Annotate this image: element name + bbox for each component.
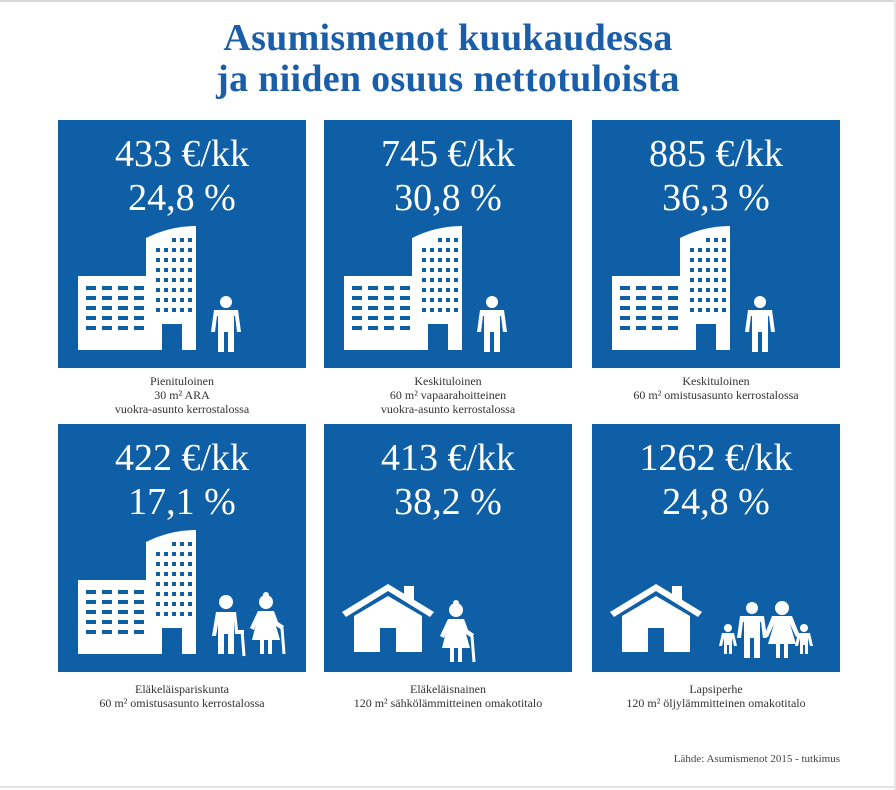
caption-middle-income-rent: Keskituloinen 60 m² vapaarahoitteinen vu… [298,374,598,416]
income-share: 24,8 % [662,481,770,523]
caption-line: vuokra-asunto kerrostalossa [114,402,250,416]
monthly-cost: 745 €/kk [380,133,516,175]
income-share: 38,2 % [394,481,502,523]
page-title: Asumismenot kuukaudessa ja niiden osuus … [0,18,896,100]
card-retired-woman: 413 €/kk 38,2 % [324,424,572,672]
caption-retired-woman: Eläkeläisnainen 120 m² sähkölämmitteinen… [298,682,598,710]
source-note: Lähde: Asumismenot 2015 - tutkimus [673,753,840,765]
apartment-building-icon [78,226,196,350]
income-share: 17,1 % [128,481,236,523]
caption-line: Lapsiperhe [689,682,743,696]
apartment-building-icon [612,226,730,350]
apartment-building-icon [78,530,196,654]
elderly-woman-icon [438,598,476,664]
caption-line: Keskituloinen [414,374,482,388]
illustration [610,584,813,658]
adult-person-icon [211,296,241,352]
caption-low-income: Pienituloinen 30 m² ARA vuokra-asunto ke… [32,374,332,416]
monthly-cost: 433 €/kk [114,133,250,175]
caption-line: 60 m² vapaarahoitteinen [389,388,507,402]
elderly-woman-icon [248,590,286,656]
income-share: 24,8 % [128,177,236,219]
caption-line: Pienituloinen [150,374,214,388]
caption-line: 60 m² omistusasunto kerrostalossa [99,696,265,710]
card-retired-couple: 422 €/kk 17,1 % [58,424,306,672]
caption-line: 120 m² öljylämmitteinen omakotitalo [626,696,806,710]
monthly-cost: 413 €/kk [380,437,516,479]
illustration [78,226,241,352]
apartment-building-icon [344,226,462,350]
monthly-cost: 422 €/kk [114,437,250,479]
title-line-1: Asumismenot kuukaudessa [223,17,673,59]
illustration [342,584,476,664]
elderly-man-icon [210,593,246,658]
income-share: 30,8 % [394,177,502,219]
illustration [78,530,286,658]
caption-line: vuokra-asunto kerrostalossa [380,402,516,416]
caption-line: Eläkeläisnainen [410,682,486,696]
monthly-cost: 885 €/kk [648,133,784,175]
family-icon [719,601,813,658]
illustration [344,226,507,352]
right-divider [894,0,896,790]
caption-line: Eläkeläispariskunta [135,682,229,696]
caption-retired-couple: Eläkeläispariskunta 60 m² omistusasunto … [32,682,332,710]
top-divider [0,0,896,2]
income-share: 36,3 % [662,177,770,219]
card-family: 1262 €/kk 24,8 % [592,424,840,672]
caption-line: 120 m² sähkölämmitteinen omakotitalo [353,696,543,710]
adult-person-icon [745,296,775,352]
caption-line: 60 m² omistusasunto kerrostalossa [633,388,799,402]
card-middle-income-rent: 745 €/kk 30,8 % [324,120,572,368]
adult-person-icon [477,296,507,352]
monthly-cost: 1262 €/kk [639,437,793,479]
title-line-2: ja niiden osuus nettotuloista [216,58,680,100]
caption-line: Keskituloinen [682,374,750,388]
caption-line: 30 m² ARA [154,388,210,402]
card-low-income: 433 €/kk 24,8 % [58,120,306,368]
caption-family: Lapsiperhe 120 m² öljylämmitteinen omako… [566,682,866,710]
illustration [612,226,775,352]
house-icon [342,584,434,652]
caption-middle-income-owner: Keskituloinen 60 m² omistusasunto kerros… [566,374,866,402]
house-icon [610,584,702,652]
card-middle-income-owner: 885 €/kk 36,3 % [592,120,840,368]
bottom-divider [0,786,896,788]
